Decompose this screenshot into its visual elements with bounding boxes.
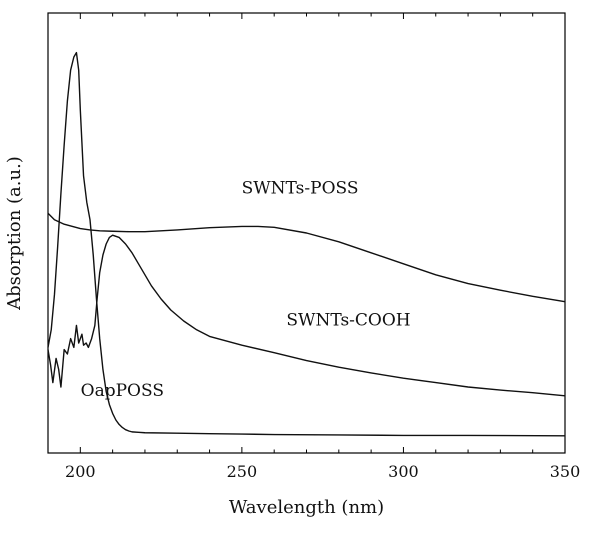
- series-labels: SWNTs-POSS SWNTs-COOH OapPOSS: [81, 178, 411, 400]
- x-tick-label: 250: [227, 462, 258, 481]
- series-lines: [47, 51, 566, 437]
- series-label-swnts-poss: SWNTs-POSS: [242, 178, 359, 198]
- y-axis-label: Absorption (a.u.): [4, 156, 25, 311]
- series-label-swnts-cooh: SWNTs-COOH: [286, 310, 410, 330]
- x-tick-label: 350: [550, 462, 581, 481]
- x-tick-label: 300: [388, 462, 419, 481]
- x-axis-ticks: 200 250 300 350: [65, 13, 580, 481]
- series-label-oapposs: OapPOSS: [81, 381, 164, 401]
- series-line-swnts-poss: [47, 212, 566, 303]
- x-axis-label: Wavelength (nm): [229, 497, 384, 518]
- x-tick-label: 200: [65, 462, 96, 481]
- series-line-oapposs: [47, 51, 566, 437]
- series-line-swnts-cooh: [47, 234, 566, 397]
